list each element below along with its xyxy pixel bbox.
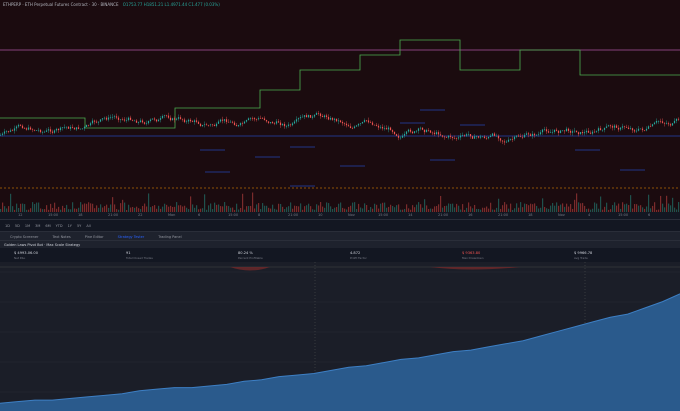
time-tick: 15:00 bbox=[378, 213, 389, 217]
range-5y[interactable]: 5Y bbox=[76, 224, 82, 228]
time-tick: 15:00 bbox=[48, 213, 59, 217]
equity-chart bbox=[0, 262, 680, 411]
tab-crypto-screener[interactable]: Crypto Screener bbox=[10, 234, 39, 239]
range-3m[interactable]: 3M bbox=[35, 224, 41, 228]
ohlc-readout: O1753.77 H1851.21 L1.4971.44 C1.477 (0.0… bbox=[122, 2, 220, 7]
metric-value: 91 bbox=[126, 251, 131, 255]
metric-0: $ 4993.06.00 Net P&L bbox=[14, 251, 38, 260]
volume-bars bbox=[0, 192, 680, 212]
metric-value: $ 9363.80 bbox=[462, 251, 481, 255]
range-1m[interactable]: 1M bbox=[24, 224, 31, 228]
metric-label: Percent Profitable bbox=[238, 256, 263, 260]
time-tick: 16 bbox=[468, 213, 473, 217]
chart-header: ETHPERP · ETH Perpetual Futures Contract… bbox=[0, 0, 680, 10]
tab-pine-editor[interactable]: Pine Editor bbox=[84, 234, 104, 239]
chart-background bbox=[0, 10, 680, 212]
trailing-stop-line bbox=[0, 39, 680, 129]
metric-4: $ 9363.80 Max Drawdown bbox=[462, 251, 484, 260]
tab-text-notes[interactable]: Text Notes bbox=[52, 234, 71, 239]
target-levels bbox=[200, 109, 645, 187]
metric-label: Total Closed Trades bbox=[126, 256, 153, 260]
metric-1: 91 Total Closed Trades bbox=[126, 251, 153, 260]
time-tick: 14 bbox=[408, 213, 413, 217]
metric-label: Avg Trade bbox=[574, 256, 588, 260]
bottom-tabs: Crypto Screener Text Notes Pine Editor Stra… bbox=[0, 231, 680, 241]
metric-3: 4.872 Profit Factor bbox=[350, 251, 367, 260]
equity-area bbox=[0, 293, 680, 411]
metrics-row: $ 4993.06.00 Net P&L 91 Total Closed Trades… bbox=[0, 248, 680, 262]
time-tick: Mon bbox=[168, 213, 176, 217]
time-tick: 15:00 bbox=[228, 213, 239, 217]
time-tick: 6 bbox=[198, 213, 201, 217]
time-tick: Nov bbox=[348, 213, 355, 217]
time-tick: 12 bbox=[18, 213, 23, 217]
candles bbox=[0, 110, 680, 146]
range-toolbar: 1D 5D 1M 3M 6M YTD 1Y 5Y All bbox=[0, 219, 680, 232]
price-chart[interactable] bbox=[0, 10, 680, 212]
symbol-title[interactable]: ETHPERP · ETH Perpetual Futures Contract… bbox=[3, 2, 119, 7]
time-tick: 21:00 bbox=[438, 213, 449, 217]
time-tick: 22 bbox=[138, 213, 143, 217]
equity-line bbox=[0, 293, 680, 404]
metric-label: Max Drawdown bbox=[462, 256, 484, 260]
metric-2: 80.24 % Percent Profitable bbox=[238, 251, 263, 260]
time-tick: 21:00 bbox=[108, 213, 119, 217]
time-tick: 21:00 bbox=[288, 213, 299, 217]
metric-value: $ 9966.78 bbox=[574, 251, 593, 255]
strategy-name[interactable]: Golden Laws Pivot Bot · Max Scale Strate… bbox=[4, 243, 81, 247]
time-tick: 8 bbox=[258, 213, 261, 217]
time-tick: 10 bbox=[318, 213, 323, 217]
range-5d[interactable]: 5D bbox=[14, 224, 20, 228]
metric-value: 4.872 bbox=[350, 251, 361, 255]
range-1d[interactable]: 1D bbox=[5, 224, 10, 228]
range-6m[interactable]: 6M bbox=[45, 224, 51, 228]
tab-strategy-tester[interactable]: Strategy Tester bbox=[117, 234, 145, 239]
time-tick: 21:00 bbox=[498, 213, 509, 217]
time-axis: 12 15:00 18 21:00 22 Mon 6 15:00 8 21:00 10 Nov 15:0… bbox=[0, 212, 680, 219]
metric-value: 80.24 % bbox=[238, 251, 253, 255]
time-tick: 15:00 bbox=[618, 213, 629, 217]
metric-value: $ 4993.06.00 bbox=[14, 251, 39, 255]
range-1y[interactable]: 1Y bbox=[67, 224, 72, 228]
time-tick: 18 bbox=[528, 213, 533, 217]
time-tick: 4 bbox=[588, 213, 591, 217]
metric-label: Net P&L bbox=[14, 256, 26, 260]
metric-label: Profit Factor bbox=[350, 256, 367, 260]
range-ytd[interactable]: YTD bbox=[55, 224, 63, 228]
strategy-bar: Golden Laws Pivot Bot · Max Scale Strate… bbox=[0, 240, 680, 249]
time-tick: Nov bbox=[558, 213, 565, 217]
metric-5: $ 9966.78 Avg Trade bbox=[574, 251, 592, 260]
range-all[interactable]: All bbox=[86, 224, 91, 228]
time-tick: 6 bbox=[648, 213, 651, 217]
time-tick: 18 bbox=[78, 213, 83, 217]
tab-trading-panel[interactable]: Trading Panel bbox=[158, 234, 182, 239]
